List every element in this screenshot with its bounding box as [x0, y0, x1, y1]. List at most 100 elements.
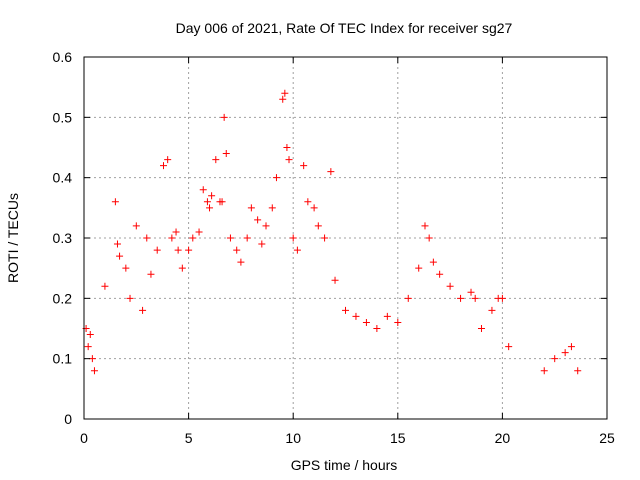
data-point: [164, 156, 172, 164]
y-axis: 0 0.1 0.2 0.3 0.4 0.5 0.6: [53, 49, 607, 427]
data-point: [300, 162, 308, 170]
data-point: [268, 204, 276, 212]
data-point: [218, 198, 226, 206]
y-tick-label: 0.2: [53, 290, 73, 306]
data-point: [143, 234, 151, 242]
data-point: [314, 222, 322, 230]
data-point: [394, 318, 402, 326]
data-point: [206, 204, 214, 212]
data-point: [467, 288, 475, 296]
y-tick-label: 0.3: [53, 230, 73, 246]
data-point: [226, 234, 234, 242]
data-point: [488, 306, 496, 314]
data-point: [247, 204, 255, 212]
data-point: [446, 282, 454, 290]
data-point: [279, 95, 287, 103]
data-point: [168, 234, 176, 242]
data-point: [132, 222, 140, 230]
data-point: [116, 252, 124, 260]
data-point: [258, 240, 266, 248]
data-point: [285, 156, 293, 164]
data-point: [220, 113, 228, 121]
data-point: [233, 246, 241, 254]
data-point: [561, 349, 569, 357]
data-point: [567, 343, 575, 351]
data-point: [147, 270, 155, 278]
data-point: [195, 228, 203, 236]
x-tick-label: 25: [599, 430, 615, 446]
data-point: [126, 294, 134, 302]
data-point: [321, 234, 329, 242]
data-points: [82, 89, 582, 375]
x-axis: 0 5 10 15 20 25: [80, 57, 615, 446]
data-point: [212, 156, 220, 164]
x-tick-label: 0: [80, 430, 88, 446]
data-point: [122, 264, 130, 272]
x-tick-label: 15: [390, 430, 406, 446]
data-point: [237, 258, 245, 266]
data-point: [436, 270, 444, 278]
data-point: [88, 355, 96, 363]
data-point: [425, 234, 433, 242]
data-point: [113, 240, 121, 248]
data-point: [101, 282, 109, 290]
data-point: [498, 294, 506, 302]
data-point: [415, 264, 423, 272]
y-tick-label: 0.4: [53, 170, 73, 186]
data-point: [477, 325, 485, 332]
data-point: [222, 150, 230, 158]
data-point: [471, 294, 479, 302]
data-point: [293, 246, 301, 254]
x-tick-label: 20: [495, 430, 511, 446]
data-point: [540, 367, 548, 375]
data-point: [352, 312, 360, 320]
data-point: [383, 312, 391, 320]
data-point: [551, 355, 559, 363]
data-point: [178, 264, 186, 272]
data-point: [189, 234, 197, 242]
x-axis-label: GPS time / hours: [291, 457, 398, 473]
data-point: [574, 367, 582, 375]
data-point: [243, 234, 251, 242]
data-point: [373, 325, 381, 332]
data-point: [429, 258, 437, 266]
grid-lines: [84, 57, 607, 419]
data-point: [84, 343, 92, 351]
data-point: [203, 198, 211, 206]
chart-title: Day 006 of 2021, Rate Of TEC Index for r…: [176, 20, 513, 36]
data-point: [254, 216, 262, 224]
y-tick-label: 0.1: [53, 351, 73, 367]
data-point: [457, 294, 465, 302]
data-point: [281, 89, 289, 97]
y-tick-label: 0: [64, 411, 72, 427]
data-point: [404, 294, 412, 302]
y-tick-label: 0.5: [53, 109, 73, 125]
x-tick-label: 10: [285, 430, 301, 446]
data-point: [283, 144, 291, 151]
data-point: [139, 306, 147, 314]
data-point: [505, 343, 513, 351]
y-tick-label: 0.6: [53, 49, 73, 65]
data-point: [272, 174, 280, 182]
data-point: [111, 198, 119, 206]
data-point: [262, 222, 270, 230]
data-point: [421, 222, 429, 230]
data-point: [208, 192, 216, 200]
data-point: [153, 246, 161, 254]
data-point: [310, 204, 318, 212]
data-point: [289, 234, 297, 242]
data-point: [331, 276, 339, 284]
data-point: [362, 318, 370, 326]
data-point: [199, 186, 207, 194]
data-point: [327, 168, 335, 176]
data-point: [86, 331, 94, 339]
data-point: [342, 306, 349, 314]
data-point: [90, 367, 98, 375]
data-point: [174, 246, 182, 254]
data-point: [304, 198, 312, 206]
data-point: [185, 246, 193, 254]
data-point: [172, 228, 180, 236]
data-point: [159, 162, 167, 170]
x-tick-label: 5: [185, 430, 193, 446]
